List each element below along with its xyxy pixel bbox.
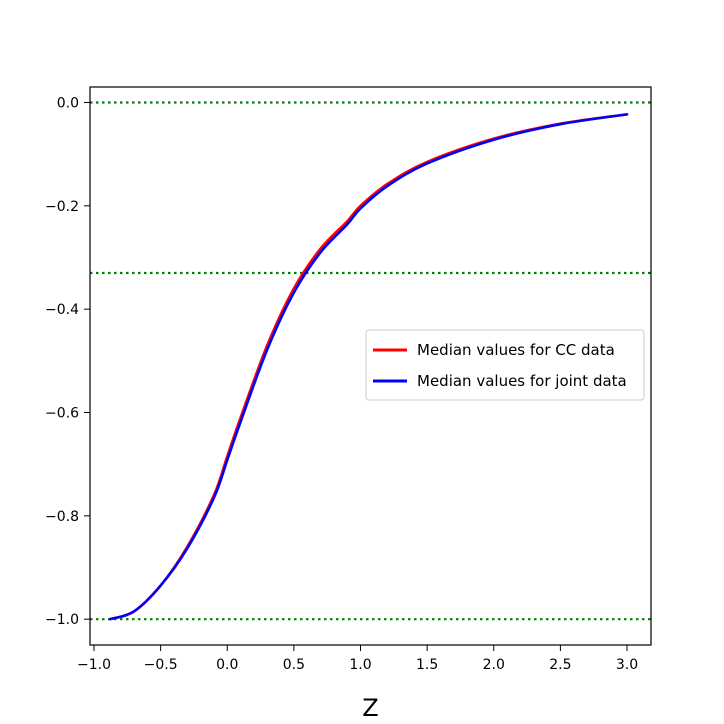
- y-tick-label: −0.2: [45, 199, 79, 215]
- x-tick-label: 3.0: [616, 657, 638, 673]
- y-tick-label: −0.8: [45, 509, 79, 525]
- x-tick-label: 1.5: [416, 657, 438, 673]
- y-tick-label: −0.6: [45, 406, 79, 422]
- legend: Median values for CC data Median values …: [365, 329, 645, 401]
- plot-frame: [89, 86, 652, 646]
- x-tick-label: 0.0: [216, 657, 238, 673]
- x-axis-label: Z: [362, 694, 378, 722]
- legend-label-cc: Median values for CC data: [417, 341, 615, 359]
- y-axis-ticks: 0.0 −0.2 −0.4 −0.6 −0.8 −1.0: [45, 96, 90, 628]
- legend-label-joint: Median values for joint data: [417, 372, 627, 390]
- legend-box: [365, 329, 645, 401]
- x-tick-label: −1.0: [77, 657, 111, 673]
- series-line-1: [108, 113, 629, 621]
- y-tick-label: 0.0: [57, 96, 79, 112]
- x-tick-label: −0.5: [144, 657, 178, 673]
- y-tick-label: −0.4: [45, 302, 79, 318]
- y-tick-label: −1.0: [45, 612, 79, 628]
- x-tick-label: 2.5: [549, 657, 571, 673]
- x-tick-label: 2.0: [483, 657, 505, 673]
- x-tick-label: 0.5: [283, 657, 305, 673]
- x-axis-ticks: −1.0 −0.5 0.0 0.5 1.0 1.5 2.0 2.5 3.0: [77, 645, 638, 673]
- x-tick-label: 1.0: [349, 657, 371, 673]
- series-lines: [108, 113, 629, 621]
